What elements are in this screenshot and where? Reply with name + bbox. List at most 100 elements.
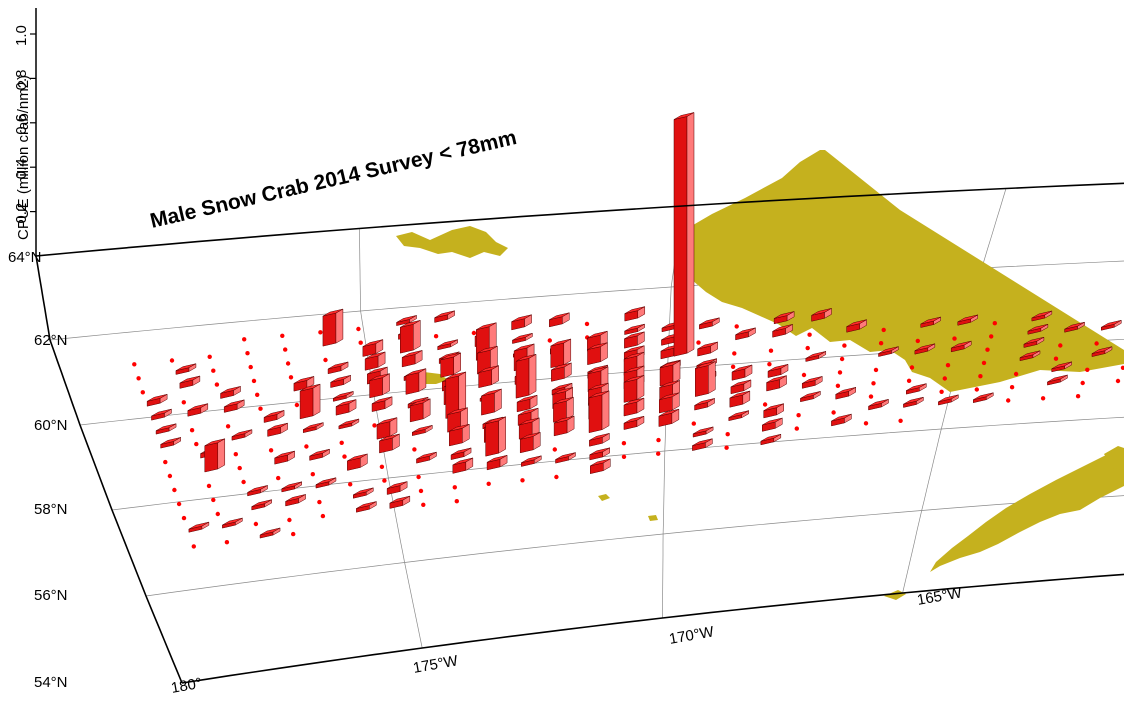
cpue-bar [587, 342, 608, 366]
cpue-bars [146, 112, 1122, 539]
cpue-bar [878, 346, 899, 357]
cpue-tick-label: 0.6 [13, 114, 30, 135]
zero-station-dot [320, 513, 326, 519]
cpue-bar [906, 383, 927, 395]
cpue-bar [371, 396, 393, 412]
bar-front-face [400, 324, 414, 354]
cpue-bar [511, 314, 532, 331]
zero-station-dot [211, 368, 216, 373]
graticule [49, 188, 1124, 649]
bar-side-face [217, 438, 226, 470]
bar-top-face [590, 458, 611, 467]
cpue-bar [624, 306, 646, 322]
bar-top-face [551, 382, 573, 391]
zero-station-dot [974, 387, 979, 392]
bar-top-face [449, 423, 470, 432]
zero-station-dot [989, 334, 994, 339]
zero-station-dot [621, 441, 627, 446]
bar-top-face [333, 391, 354, 399]
cpue-bar [293, 375, 315, 392]
bar-top-face [623, 397, 645, 406]
bar-front-face [673, 116, 688, 357]
cpue-bar [315, 477, 337, 489]
cpue-bar [481, 388, 502, 416]
zero-station-dot [382, 478, 387, 483]
cpue-bar [1031, 310, 1053, 322]
cpue-bar [376, 417, 398, 440]
cpue-bar [389, 495, 411, 509]
cpue-bar [518, 417, 540, 440]
bar-top-face [259, 527, 281, 536]
cpue-bar [659, 360, 681, 387]
zero-station-dot [724, 445, 729, 450]
zero-station-dot [189, 428, 195, 433]
cpue-bar [362, 339, 384, 357]
zero-station-dot [909, 365, 915, 370]
cpue-bar [516, 394, 538, 413]
bar-top-face [281, 481, 302, 490]
cpue-bar [805, 350, 827, 362]
bar-top-face [396, 315, 417, 323]
bar-top-face [697, 341, 718, 350]
zero-station-dot [952, 336, 957, 341]
bar-top-face [588, 390, 610, 399]
bar-top-face [231, 429, 253, 437]
bar-top-face [1047, 374, 1068, 383]
bar-top-face [1064, 321, 1085, 330]
cpue-bar [1019, 350, 1041, 362]
cpue-bar [405, 368, 427, 395]
zero-station-dot [258, 406, 263, 411]
bar-top-face [659, 360, 681, 369]
cpue-bar [1051, 361, 1072, 373]
bar-top-face [659, 392, 680, 400]
bar-top-face [386, 481, 408, 489]
cpue-bar [868, 398, 889, 411]
cpue-bar [550, 338, 572, 369]
longitude-label: 180° [170, 675, 204, 697]
zero-station-dot [768, 348, 774, 353]
cpue-bar [624, 331, 645, 349]
zero-station-dot [732, 351, 737, 356]
zero-station-dot [939, 389, 944, 394]
cpue-bar [335, 399, 357, 416]
zero-station-dot [945, 363, 951, 368]
zero-station-dot [1009, 385, 1015, 390]
zero-station-dot [287, 517, 292, 523]
longitude-label: 165°W [916, 584, 964, 609]
bar-top-face [513, 343, 535, 352]
zero-station-dot [767, 362, 772, 367]
zero-station-dot [1085, 367, 1090, 372]
bar-top-face [846, 319, 867, 327]
cpue-bar [903, 396, 924, 408]
zero-station-dot [898, 418, 903, 423]
zero-station-dot [318, 330, 323, 335]
bar-top-face [160, 437, 181, 445]
bar-top-face [188, 521, 210, 530]
zero-station-dot [552, 447, 557, 452]
cpue-bar [957, 314, 979, 326]
bar-top-face [957, 314, 978, 323]
bar-top-face [362, 339, 384, 347]
cpue-bar-peak [673, 112, 695, 357]
latitude-label: 62°N [34, 332, 68, 349]
bar-top-face [692, 438, 713, 446]
bar-top-face [486, 455, 508, 463]
nunivak-island [1104, 446, 1124, 470]
zero-station-dot [1080, 380, 1085, 386]
cpue-bar [396, 314, 417, 326]
bar-top-face [440, 352, 461, 361]
zero-station-dot [358, 340, 363, 345]
zero-station-dot [255, 392, 260, 397]
zero-station-dot [339, 440, 344, 445]
cpue-bar [175, 363, 197, 375]
zero-station-dot [245, 351, 250, 356]
cpue-bar [623, 374, 645, 403]
bar-top-face [293, 376, 315, 384]
bar-front-face [299, 387, 314, 420]
cpue-bar [623, 415, 645, 430]
zero-station-dot [725, 432, 730, 437]
bar-top-face [204, 438, 225, 446]
zero-station-dot [342, 454, 347, 459]
cpue-bar [692, 426, 714, 438]
cpue-bar [146, 393, 168, 407]
